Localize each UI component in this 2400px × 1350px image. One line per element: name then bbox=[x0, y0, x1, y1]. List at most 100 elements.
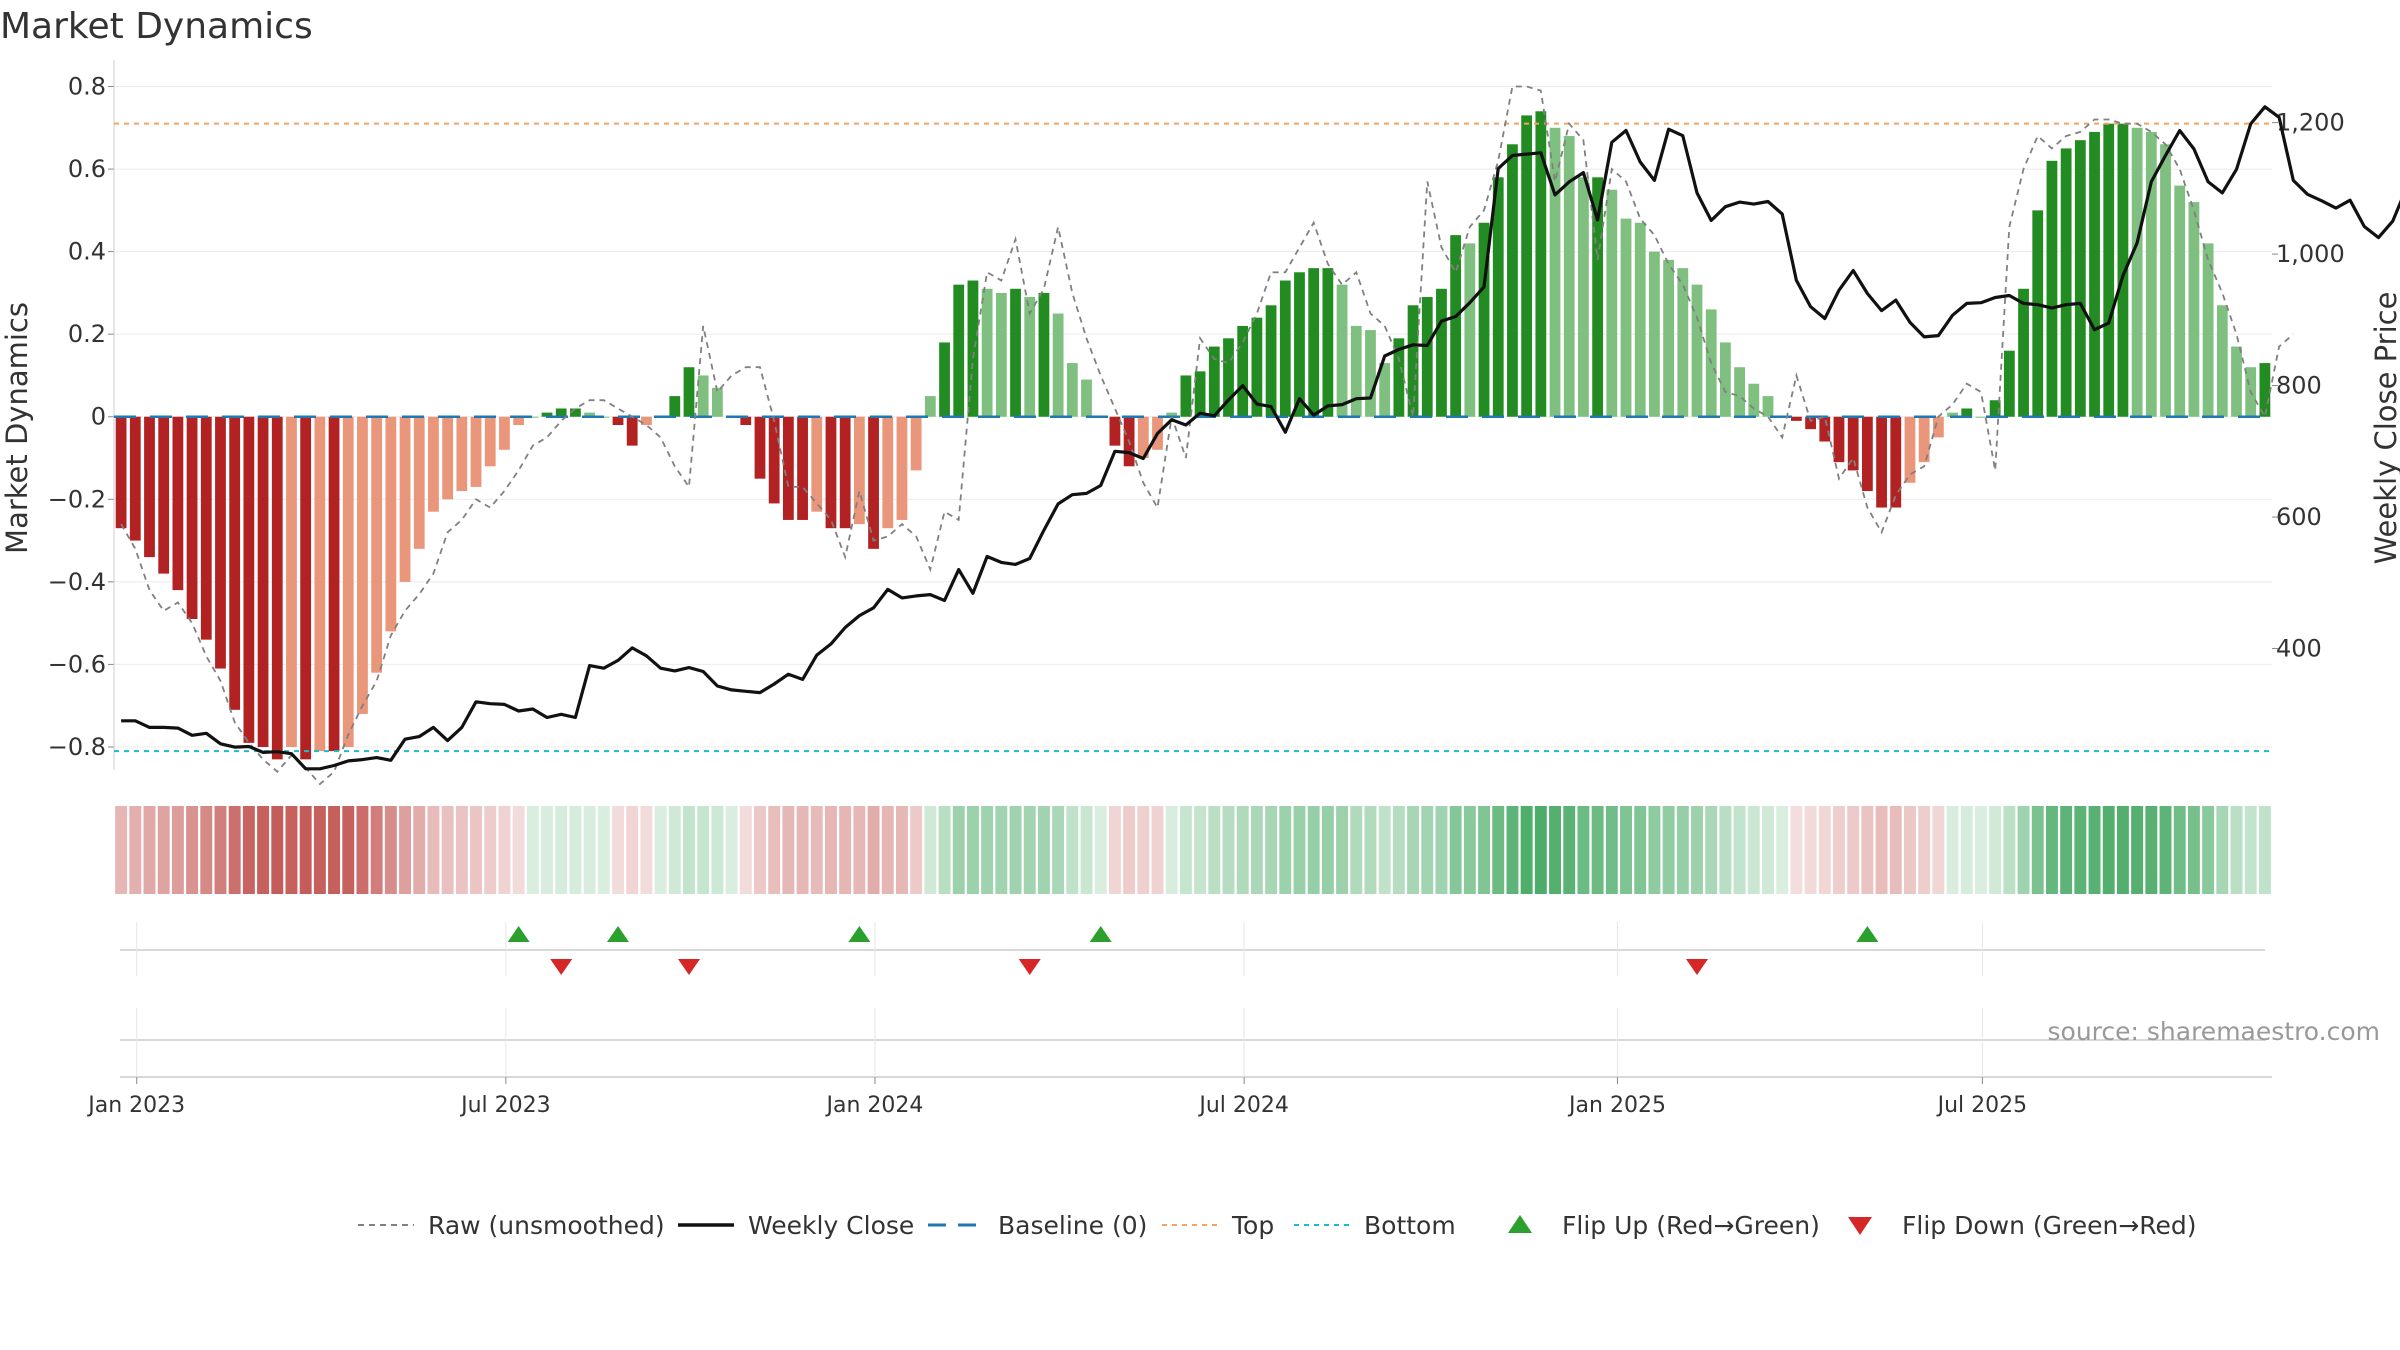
regime-band-cell bbox=[2131, 806, 2144, 894]
regime-band-cell bbox=[2187, 806, 2200, 894]
bar bbox=[1918, 416, 1930, 463]
regime-band-cell bbox=[2258, 806, 2271, 894]
regime-band-cell bbox=[512, 806, 525, 894]
y2-tick-label: 600 bbox=[2276, 503, 2322, 531]
bar bbox=[2003, 350, 2015, 417]
bar bbox=[1350, 325, 1362, 417]
regime-band-cell bbox=[1889, 806, 1902, 894]
regime-band-cell bbox=[725, 806, 738, 894]
regime-band-cell bbox=[966, 806, 979, 894]
regime-band-cell bbox=[1818, 806, 1831, 894]
regime-band-cell bbox=[427, 806, 440, 894]
bar bbox=[1620, 218, 1632, 417]
regime-band-cell bbox=[768, 806, 781, 894]
bar bbox=[882, 416, 894, 529]
regime-band-cell bbox=[1662, 806, 1675, 894]
bar bbox=[1052, 313, 1064, 417]
bar bbox=[1393, 338, 1405, 417]
regime-band-cell bbox=[1861, 806, 1874, 894]
bar bbox=[2231, 346, 2242, 417]
regime-band-cell bbox=[1449, 806, 1462, 894]
bar bbox=[853, 416, 865, 525]
bar bbox=[385, 416, 397, 632]
bar bbox=[1947, 412, 1958, 417]
regime-band-cell bbox=[1676, 806, 1689, 894]
source-label: source: sharemaestro.com bbox=[2048, 1017, 2381, 1046]
regime-band-cell bbox=[867, 806, 880, 894]
regime-band-cell bbox=[796, 806, 809, 894]
y2-tick-label: 400 bbox=[2276, 635, 2322, 663]
bar bbox=[1407, 305, 1419, 417]
bar bbox=[711, 387, 723, 417]
regime-band-cell bbox=[200, 806, 213, 894]
bar bbox=[314, 416, 326, 752]
bar bbox=[2046, 160, 2058, 417]
regime-band-cell bbox=[470, 806, 482, 894]
flip-down-marker bbox=[1686, 959, 1709, 975]
regime-band-cell bbox=[2074, 806, 2087, 894]
bar bbox=[2174, 185, 2186, 417]
bar bbox=[669, 396, 681, 417]
bar bbox=[442, 416, 454, 500]
regime-band-cell bbox=[612, 806, 624, 894]
bar bbox=[1208, 346, 1220, 417]
bar bbox=[1379, 363, 1391, 417]
regime-band-cell bbox=[825, 806, 837, 894]
regime-band-cell bbox=[981, 806, 994, 894]
regime-band-cell bbox=[214, 806, 227, 894]
bar bbox=[1634, 222, 1646, 417]
regime-band-cell bbox=[2031, 806, 2044, 894]
y2-tick-label: 1,200 bbox=[2276, 109, 2345, 137]
regime-band-cell bbox=[1151, 806, 1164, 894]
regime-band-cell bbox=[1648, 806, 1661, 894]
flip-up-marker bbox=[607, 926, 630, 942]
regime-band-cell bbox=[1421, 806, 1434, 894]
regime-band-cell bbox=[1563, 806, 1576, 894]
main-panel: 0.8 0.6 0.4 0.2 0 −0.2 −0.4 −0.6 −0.8 1,200 1,000 8… bbox=[48, 60, 2400, 786]
regime-band-cell bbox=[739, 806, 752, 894]
regime-band-cell bbox=[2230, 806, 2243, 894]
weekly-close-line bbox=[121, 105, 2400, 771]
bar bbox=[1024, 297, 1036, 417]
regime-band-cell bbox=[1080, 806, 1093, 894]
flip-down-marker bbox=[677, 959, 700, 975]
bar bbox=[2188, 202, 2200, 417]
regime-band-cell bbox=[328, 806, 341, 894]
regime-band-cell bbox=[2244, 806, 2257, 894]
regime-band-cell bbox=[541, 806, 553, 894]
legend-item: Flip Up (Red→Green) bbox=[1508, 1211, 1820, 1240]
y-tick-label: −0.4 bbox=[48, 568, 106, 596]
regime-band-cell bbox=[1747, 806, 1760, 894]
regime-band-cell bbox=[1634, 806, 1647, 894]
bar bbox=[1478, 222, 1490, 417]
regime-band-cell bbox=[754, 806, 766, 894]
bar bbox=[2202, 243, 2214, 417]
legend-label: Top bbox=[1231, 1211, 1274, 1240]
bar bbox=[1279, 280, 1291, 417]
regime-band-cell bbox=[2088, 806, 2101, 894]
bar bbox=[1876, 416, 1887, 508]
bar bbox=[158, 416, 170, 574]
regime-band-cell bbox=[1620, 806, 1632, 894]
y-tick-label: −0.8 bbox=[48, 733, 106, 761]
flip-up-marker bbox=[507, 926, 530, 942]
regime-band-cell bbox=[1236, 806, 1249, 894]
regime-band-cell bbox=[129, 806, 142, 894]
bar bbox=[1265, 305, 1277, 417]
regime-band-cell bbox=[2159, 806, 2172, 894]
regime-band-cell bbox=[186, 806, 199, 894]
bar bbox=[1805, 416, 1816, 430]
regime-band-cell bbox=[1037, 806, 1050, 894]
bar bbox=[1081, 379, 1092, 417]
regime-band-cell bbox=[1492, 806, 1505, 894]
regime-band-cell bbox=[895, 806, 908, 894]
regime-band-cell bbox=[1293, 806, 1306, 894]
regime-band-cell bbox=[853, 806, 866, 894]
regime-band-cell bbox=[1066, 806, 1079, 894]
bar bbox=[896, 416, 908, 520]
bar bbox=[825, 416, 837, 529]
bar bbox=[797, 416, 808, 520]
bar bbox=[200, 416, 212, 640]
bar bbox=[144, 416, 155, 558]
bar bbox=[300, 416, 312, 760]
